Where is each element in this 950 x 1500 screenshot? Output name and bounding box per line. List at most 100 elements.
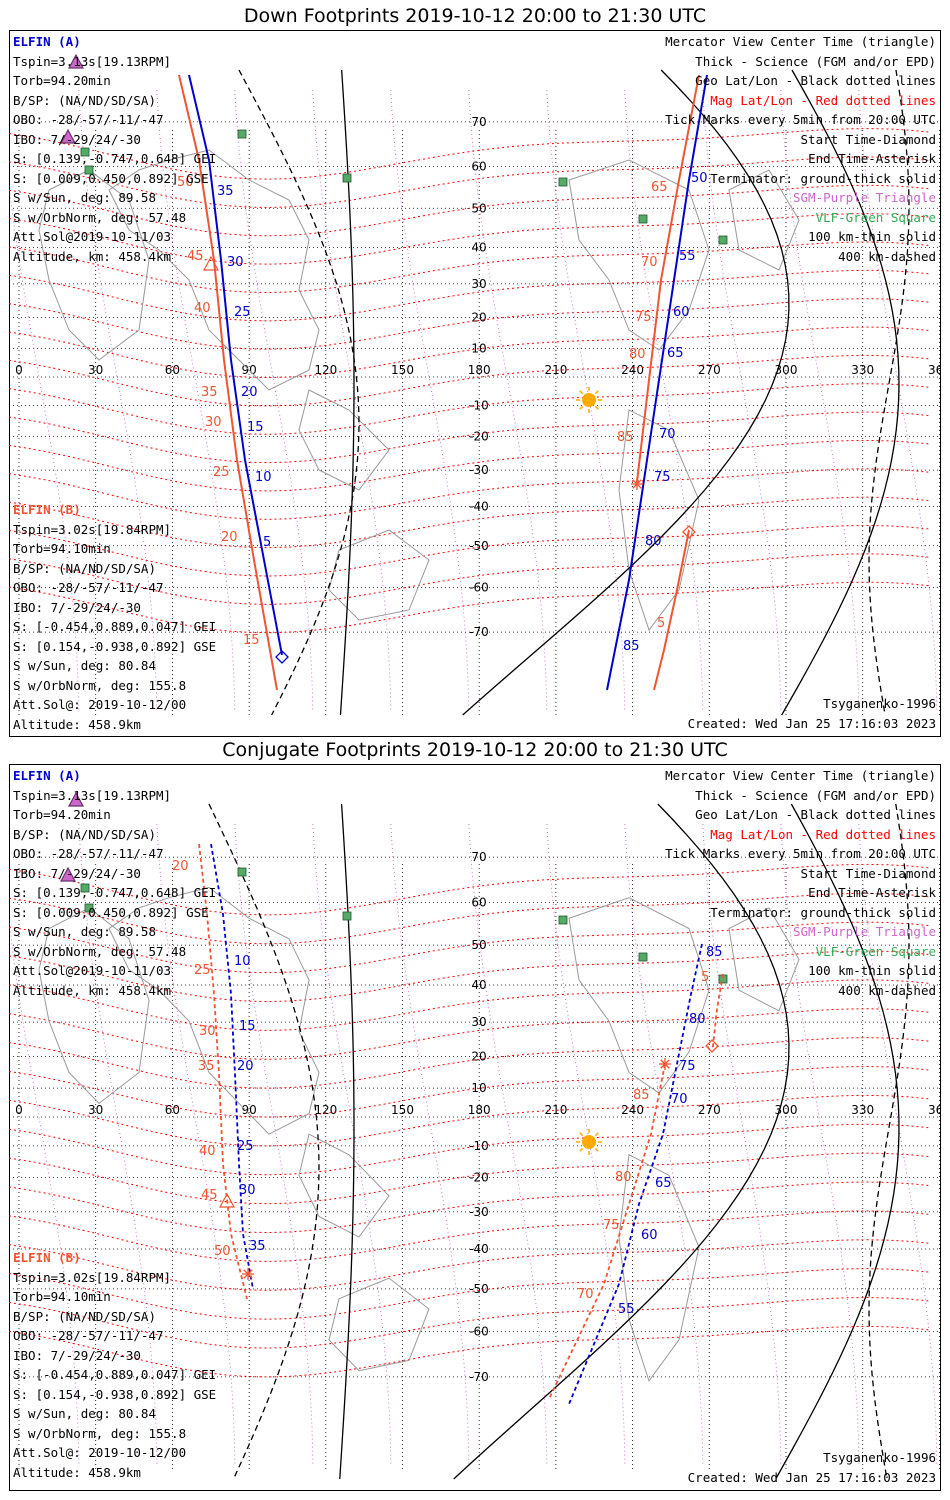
terminator-line: [339, 69, 355, 716]
track-tick-label: 35: [249, 1239, 266, 1254]
mag-meridian-line: [312, 89, 392, 711]
vlf-station-marker: [718, 235, 728, 245]
track-tick-label: 30: [199, 1024, 216, 1039]
lat-tick-label: -40: [469, 500, 489, 514]
sat-b-line: Altitude: 458.9km: [13, 716, 141, 732]
sun-ray: [579, 1147, 584, 1152]
legend-geo: Geo Lat/Lon - Black dotted lines: [695, 73, 936, 88]
mag-latitude-line: [9, 1268, 930, 1320]
mag-latitude-line: [9, 128, 930, 180]
sat-a-line: S: [0.009,0.450,0.892] GSE: [13, 904, 209, 920]
lon-tick-label: 210: [544, 363, 567, 377]
track-tick-label: 70: [659, 427, 676, 442]
elfin-b-track-left: [198, 843, 248, 1300]
sat-b-line: Torb=94.10min: [13, 1289, 111, 1304]
track-tick-label: 20: [221, 530, 238, 545]
lat-tick-label: 50: [471, 201, 486, 215]
legend-400km: 400 km-dashed: [838, 982, 936, 998]
terminator-line: [339, 803, 355, 1480]
lon-tick-label: 120: [314, 1103, 337, 1117]
coastline: [38, 907, 150, 1105]
coastline: [728, 907, 800, 1012]
sat-a-line: OBO: -28/-57/-11/-47: [13, 112, 164, 127]
sun-ray: [594, 1132, 599, 1137]
track-tick-label: 70: [671, 1092, 688, 1107]
sat-b-info: ELFIN (B) Tspin=3.02s[19.84RPM] Torb=94.…: [13, 500, 216, 734]
legend-terminator: Terminator: ground-thick solid: [710, 904, 936, 920]
sat-b-info: ELFIN (B) Tspin=3.02s[19.84RPM] Torb=94.…: [13, 1248, 216, 1482]
terminator-line: [462, 69, 790, 716]
sat-a-line: OBO: -28/-57/-11/-47: [13, 846, 164, 861]
map-legend: Mercator View Center Time (triangle) Thi…: [665, 766, 936, 1000]
vlf-station-marker: [638, 214, 648, 224]
sun-ray: [594, 405, 599, 410]
mag-latitude-line: [9, 1066, 930, 1118]
panel-title-down: Down Footprints 2019-10-12 20:00 to 21:3…: [243, 5, 707, 27]
sat-a-line: B/SP: (NA/ND/SD/SA): [13, 92, 156, 108]
mag-latitude-line: [9, 1123, 930, 1176]
mag-latitude-line: [9, 354, 930, 407]
lat-tick-label: 20: [471, 311, 486, 325]
legend-vlf: VLF-Green Square: [815, 943, 936, 959]
vlf-station-marker: [237, 129, 247, 139]
sat-b-line: B/SP: (NA/ND/SD/SA): [13, 1308, 156, 1324]
lat-tick-label: -20: [469, 429, 489, 443]
track-tick-label: 25: [237, 1139, 254, 1154]
track-tick-label: 85: [617, 430, 634, 445]
lon-tick-label: 210: [544, 1103, 567, 1117]
mag-latitude-line: [9, 1239, 930, 1291]
lon-tick-label: 30: [88, 363, 103, 377]
mag-latitude-line: [9, 184, 930, 237]
sat-b-line: S w/Sun, deg: 80.84: [13, 1406, 156, 1421]
sat-b-line: S w/OrbNorm, deg: 155.8: [13, 677, 187, 693]
lat-tick-label: 20: [471, 1050, 486, 1064]
lon-tick-label: 60: [165, 363, 180, 377]
track-tick-label: 75: [603, 1218, 620, 1233]
lat-tick-label: -60: [469, 1325, 489, 1339]
lat-tick-label: -30: [469, 1205, 489, 1219]
mag-latitude-line: [9, 213, 930, 265]
legend-ticks: Tick Marks every 5min from 20:00 UTC: [665, 112, 936, 127]
legend-start: Start Time-Diamond: [800, 865, 936, 881]
track-tick-label: 20: [241, 385, 258, 400]
mag-latitude-line: [9, 269, 930, 322]
mag-latitude-line: [9, 892, 930, 945]
sat-a-line: Tspin=3.13s[19.13RPM]: [13, 787, 172, 803]
sat-b-name: ELFIN (B): [13, 502, 81, 517]
legend-sgm: SGM-Purple Triangle: [793, 924, 936, 939]
sun-ray: [579, 405, 584, 410]
lon-tick-label: 240: [621, 1103, 644, 1117]
legend-end: End Time-Asterisk: [808, 885, 936, 900]
map-frame: [9, 764, 941, 1491]
lat-tick-label: -50: [469, 539, 489, 553]
center-triangle-icon: [218, 1192, 236, 1208]
track-tick-label: 25: [194, 963, 211, 978]
sat-a-line: S w/Sun, deg: 89.58: [13, 190, 156, 205]
center-triangle-icon: [59, 866, 77, 882]
lat-tick-label: 60: [471, 159, 486, 173]
vlf-station-marker: [342, 911, 352, 921]
vlf-station-marker: [558, 915, 568, 925]
lon-tick-label: 300: [775, 363, 798, 377]
sat-b-line: S: [0.154,-0.938,0.892] GSE: [13, 1386, 217, 1402]
sat-a-line: S w/Sun, deg: 89.58: [13, 924, 156, 939]
sun-ray: [594, 390, 599, 395]
track-tick-label: 60: [641, 1228, 658, 1243]
lat-tick-label: 30: [471, 1015, 486, 1029]
mag-latitude-line: [9, 496, 930, 549]
track-tick-label: 80: [645, 534, 662, 549]
sat-a-line: S: [0.139,-0.747,0.648] GEI: [13, 151, 217, 166]
end-asterisk-icon: [660, 1059, 670, 1069]
lat-tick-label: 70: [471, 850, 486, 864]
lon-tick-label: 150: [391, 363, 414, 377]
lat-tick-label: 30: [471, 277, 486, 291]
mag-latitude-line: [9, 156, 930, 208]
lon-tick-label: 120: [314, 363, 337, 377]
track-tick-label: 30: [227, 255, 244, 270]
sat-a-line: S w/OrbNorm, deg: 57.48: [13, 943, 187, 959]
lat-tick-label: -50: [469, 1282, 489, 1296]
sat-b-line: S: [-0.454,0.889,0.047] GEI: [13, 619, 217, 634]
sat-a-line: S w/OrbNorm, deg: 57.48: [13, 209, 187, 225]
coastline: [298, 1133, 390, 1238]
coastline: [328, 1277, 430, 1372]
